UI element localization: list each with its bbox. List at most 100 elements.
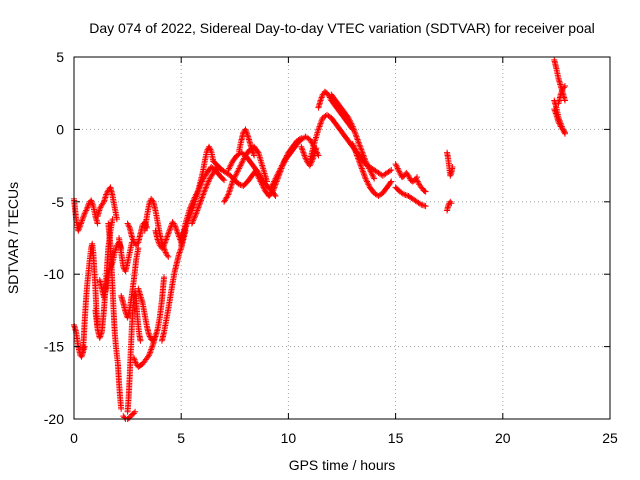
data-point (190, 216, 197, 223)
data-point (176, 250, 183, 257)
data-point (315, 124, 322, 131)
data-point (202, 185, 209, 192)
series-arc-36 (414, 177, 429, 195)
data-point (161, 242, 168, 249)
data-point (388, 166, 395, 173)
data-point (387, 179, 394, 186)
x-tick-label: 20 (495, 430, 511, 446)
data-point (173, 226, 180, 233)
data-point (447, 198, 454, 205)
data-point (388, 178, 395, 185)
data-point (125, 221, 132, 228)
series-arc-38 (444, 198, 455, 214)
data-point (272, 193, 279, 200)
data-point (190, 217, 197, 224)
data-point (198, 197, 205, 204)
data-point (79, 217, 86, 224)
data-point (298, 145, 305, 152)
data-point (355, 137, 362, 144)
data-point (146, 333, 153, 340)
data-point (178, 235, 185, 241)
data-point (240, 156, 247, 163)
data-point (318, 119, 325, 126)
data-point (173, 227, 180, 234)
data-point (268, 182, 275, 189)
data-point (81, 210, 88, 217)
data-point (188, 207, 195, 214)
data-point (273, 172, 280, 179)
data-point (249, 148, 256, 155)
data-point (113, 216, 120, 223)
data-point (350, 143, 357, 150)
data-point (357, 161, 364, 168)
data-point (180, 229, 187, 236)
data-point (199, 194, 206, 201)
data-point (392, 161, 399, 168)
data-point (163, 236, 170, 243)
data-point (354, 135, 361, 142)
data-point (163, 235, 170, 241)
data-point (352, 149, 359, 156)
data-point (269, 181, 276, 188)
data-point (181, 227, 188, 234)
data-point (447, 171, 454, 178)
series-arc-20 (188, 164, 225, 227)
data-point (200, 191, 207, 198)
data-point (182, 224, 189, 231)
data-point (233, 171, 240, 178)
y-tick-label: 5 (56, 49, 64, 65)
data-point (147, 347, 154, 354)
data-point (174, 229, 181, 236)
data-point (355, 139, 362, 146)
series-arc-14 (135, 274, 168, 344)
data-point (77, 221, 84, 228)
data-point (228, 161, 235, 168)
data-point (348, 120, 355, 127)
data-point (394, 165, 401, 172)
data-point (180, 230, 187, 237)
data-point (236, 165, 243, 172)
data-point (234, 168, 241, 175)
data-point (250, 149, 257, 156)
data-point (191, 214, 198, 221)
data-point (161, 240, 168, 247)
data-point (421, 187, 428, 194)
data-point (365, 181, 372, 188)
data-point (256, 177, 263, 184)
data-point (205, 178, 212, 185)
data-point (239, 158, 246, 165)
data-point (165, 253, 172, 260)
data-point (354, 152, 361, 159)
data-point (386, 167, 393, 174)
data-point (251, 152, 258, 159)
data-point (187, 210, 194, 217)
data-point (414, 177, 421, 184)
data-point (230, 177, 237, 184)
data-point (190, 203, 197, 210)
data-point (551, 107, 558, 114)
data-point (129, 236, 136, 243)
data-point (369, 172, 376, 179)
series-arc-19 (178, 143, 217, 241)
data-point (558, 88, 565, 95)
data-point (560, 84, 567, 91)
data-point (561, 82, 568, 89)
data-point (349, 140, 356, 147)
data-point (161, 274, 168, 281)
data-point (357, 162, 364, 169)
axis-ticks: 0 5 10 15 20 25 -20 -15 -10 -5 0 5 (44, 49, 618, 446)
data-point (351, 146, 358, 153)
data-point (192, 211, 199, 218)
data-point (278, 164, 285, 171)
data-point (353, 133, 360, 140)
data-point (204, 181, 211, 188)
data-point (346, 117, 353, 124)
series-arc-32 (349, 140, 395, 200)
series-arc-27 (281, 133, 322, 165)
y-tick-label: -20 (44, 411, 64, 427)
data-point (301, 152, 308, 159)
data-point (318, 94, 325, 101)
data-point (165, 230, 172, 237)
data-point (103, 190, 110, 197)
data-point (162, 237, 169, 244)
